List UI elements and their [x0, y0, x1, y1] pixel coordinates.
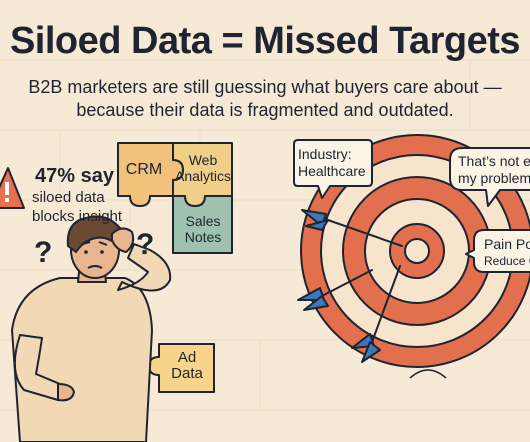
stat-line-1: siloed data	[32, 189, 105, 206]
sales-label-line-1: Sales	[185, 213, 221, 229]
pain-line-2: Reduce C	[484, 254, 530, 268]
problem-line-2: my problem	[458, 170, 530, 186]
target	[300, 134, 530, 368]
page-title: Siloed Data = Missed Targets	[9, 20, 521, 62]
web-label-line-2: Analytics	[174, 168, 232, 184]
web-label-line-1: Web	[188, 152, 218, 168]
question-mark-left: ?	[34, 236, 53, 269]
decorative-arc	[409, 369, 447, 379]
problem-bubble	[449, 147, 530, 207]
stat-line-2: blocks insight	[32, 208, 123, 225]
ad-label-line-1: Ad	[177, 349, 197, 366]
ad-label-line-2: Data	[171, 365, 203, 382]
industry-line-2: Healthcare	[298, 163, 366, 179]
dart-2	[297, 269, 373, 311]
stat-description: siloed data blocks insight	[32, 188, 122, 226]
question-mark-right: ?	[136, 228, 155, 261]
dart-3	[351, 265, 401, 363]
dart-1	[301, 209, 403, 247]
pain-line-1: Pain Po	[484, 236, 530, 252]
stat-number: 47% say	[35, 165, 114, 187]
crm-label: CRM	[125, 161, 163, 178]
problem-line-1: That’s not ev	[458, 153, 530, 169]
web-analytics-label: Web Analytics	[174, 152, 232, 184]
problem-bubble-text: That’s not ev my problem	[458, 153, 530, 187]
industry-bubble	[293, 139, 373, 199]
sales-label-line-2: Notes	[184, 229, 222, 245]
sales-notes-label: Sales Notes	[174, 213, 232, 245]
pain-point-bubble	[465, 229, 530, 273]
subtitle-line-1: B2B marketers are still guessing what bu…	[28, 77, 502, 97]
industry-bubble-text: Industry: Healthcare	[298, 146, 366, 180]
confused-person	[11, 215, 172, 442]
industry-line-1: Industry:	[298, 146, 352, 162]
sales-notes-puzzle-piece	[172, 195, 233, 254]
ad-data-label: Ad Data	[161, 350, 213, 382]
subtitle: B2B marketers are still guessing what bu…	[0, 76, 530, 122]
pain-point-bubble-text: Pain Po Reduce C	[484, 236, 530, 270]
subtitle-line-2: because their data is fragmented and out…	[76, 100, 454, 120]
warning-icon	[0, 167, 25, 209]
